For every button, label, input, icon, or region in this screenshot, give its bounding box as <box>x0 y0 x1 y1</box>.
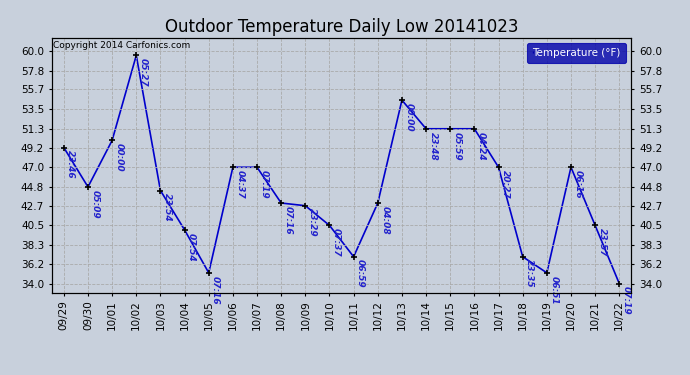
Text: 07:19: 07:19 <box>259 170 268 199</box>
Text: 23:57: 23:57 <box>598 228 607 257</box>
Title: Outdoor Temperature Daily Low 20141023: Outdoor Temperature Daily Low 20141023 <box>165 18 518 36</box>
Text: 23:35: 23:35 <box>525 260 534 288</box>
Text: 04:24: 04:24 <box>477 132 486 160</box>
Text: 23:29: 23:29 <box>308 209 317 237</box>
Text: 06:59: 06:59 <box>356 260 365 288</box>
Text: 07:16: 07:16 <box>284 206 293 234</box>
Text: 05:27: 05:27 <box>139 58 148 87</box>
Text: 20:27: 20:27 <box>501 170 510 199</box>
Text: 23:46: 23:46 <box>66 150 75 179</box>
Text: 04:37: 04:37 <box>235 170 244 199</box>
Text: 00:00: 00:00 <box>404 103 413 132</box>
Text: 23:54: 23:54 <box>163 193 172 222</box>
Text: 05:09: 05:09 <box>90 190 99 218</box>
Text: 05:59: 05:59 <box>453 132 462 160</box>
Text: Copyright 2014 Carfonics.com: Copyright 2014 Carfonics.com <box>53 41 190 50</box>
Text: 07:19: 07:19 <box>622 286 631 315</box>
Text: 00:00: 00:00 <box>115 143 124 172</box>
Text: 07:37: 07:37 <box>332 228 341 257</box>
Legend: Temperature (°F): Temperature (°F) <box>527 43 626 63</box>
Text: 06:16: 06:16 <box>573 170 582 199</box>
Text: 23:48: 23:48 <box>428 132 437 160</box>
Text: 07:16: 07:16 <box>211 276 220 304</box>
Text: 04:08: 04:08 <box>380 206 389 234</box>
Text: 06:51: 06:51 <box>549 276 558 304</box>
Text: 07:54: 07:54 <box>187 232 196 261</box>
